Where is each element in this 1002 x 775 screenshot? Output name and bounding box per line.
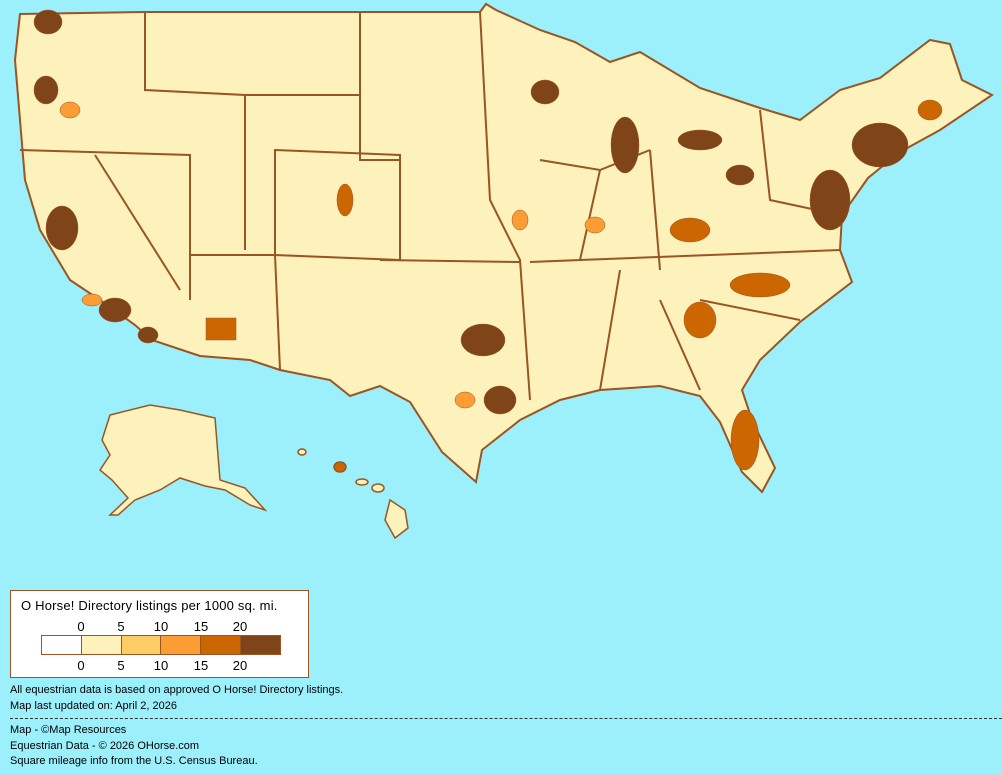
us-county-map <box>13 2 994 540</box>
legend-bin <box>81 636 122 654</box>
legend-bin <box>241 636 280 654</box>
last-updated-note: Map last updated on: April 2, 2026 <box>10 700 177 712</box>
legend-color-bar <box>41 635 281 655</box>
legend-title: O Horse! Directory listings per 1000 sq.… <box>21 598 278 613</box>
contiguous-us <box>13 2 994 494</box>
legend-bin <box>121 636 162 654</box>
data-basis-note: All equestrian data is based on approved… <box>10 684 344 696</box>
legend-bin <box>161 636 202 654</box>
legend-ticks-bottom: 0 5 10 15 20 <box>11 658 308 674</box>
legend-tick: 0 <box>77 619 85 634</box>
legend: O Horse! Directory listings per 1000 sq.… <box>10 590 309 678</box>
legend-ticks-top: 0 5 10 15 20 <box>11 619 308 635</box>
map-credit: Map - ©Map Resources <box>10 724 127 736</box>
contiguous-us-outline <box>13 2 994 494</box>
legend-tick: 10 <box>153 619 169 634</box>
legend-bin <box>42 636 82 654</box>
alaska <box>99 404 268 516</box>
divider <box>10 718 1002 719</box>
state-borders <box>19 11 841 401</box>
legend-tick: 0 <box>77 658 85 673</box>
legend-tick: 5 <box>117 658 125 673</box>
legend-tick: 10 <box>153 658 169 673</box>
legend-tick: 5 <box>117 619 125 634</box>
census-credit: Square mileage info from the U.S. Census… <box>10 755 258 767</box>
hawaii <box>297 448 409 540</box>
density-hotspots <box>33 9 943 471</box>
data-credit: Equestrian Data - © 2026 OHorse.com <box>10 740 200 752</box>
legend-tick: 15 <box>193 619 209 634</box>
legend-bin <box>201 636 242 654</box>
legend-tick: 15 <box>193 658 209 673</box>
legend-tick: 20 <box>232 658 248 673</box>
legend-tick: 20 <box>232 619 248 634</box>
